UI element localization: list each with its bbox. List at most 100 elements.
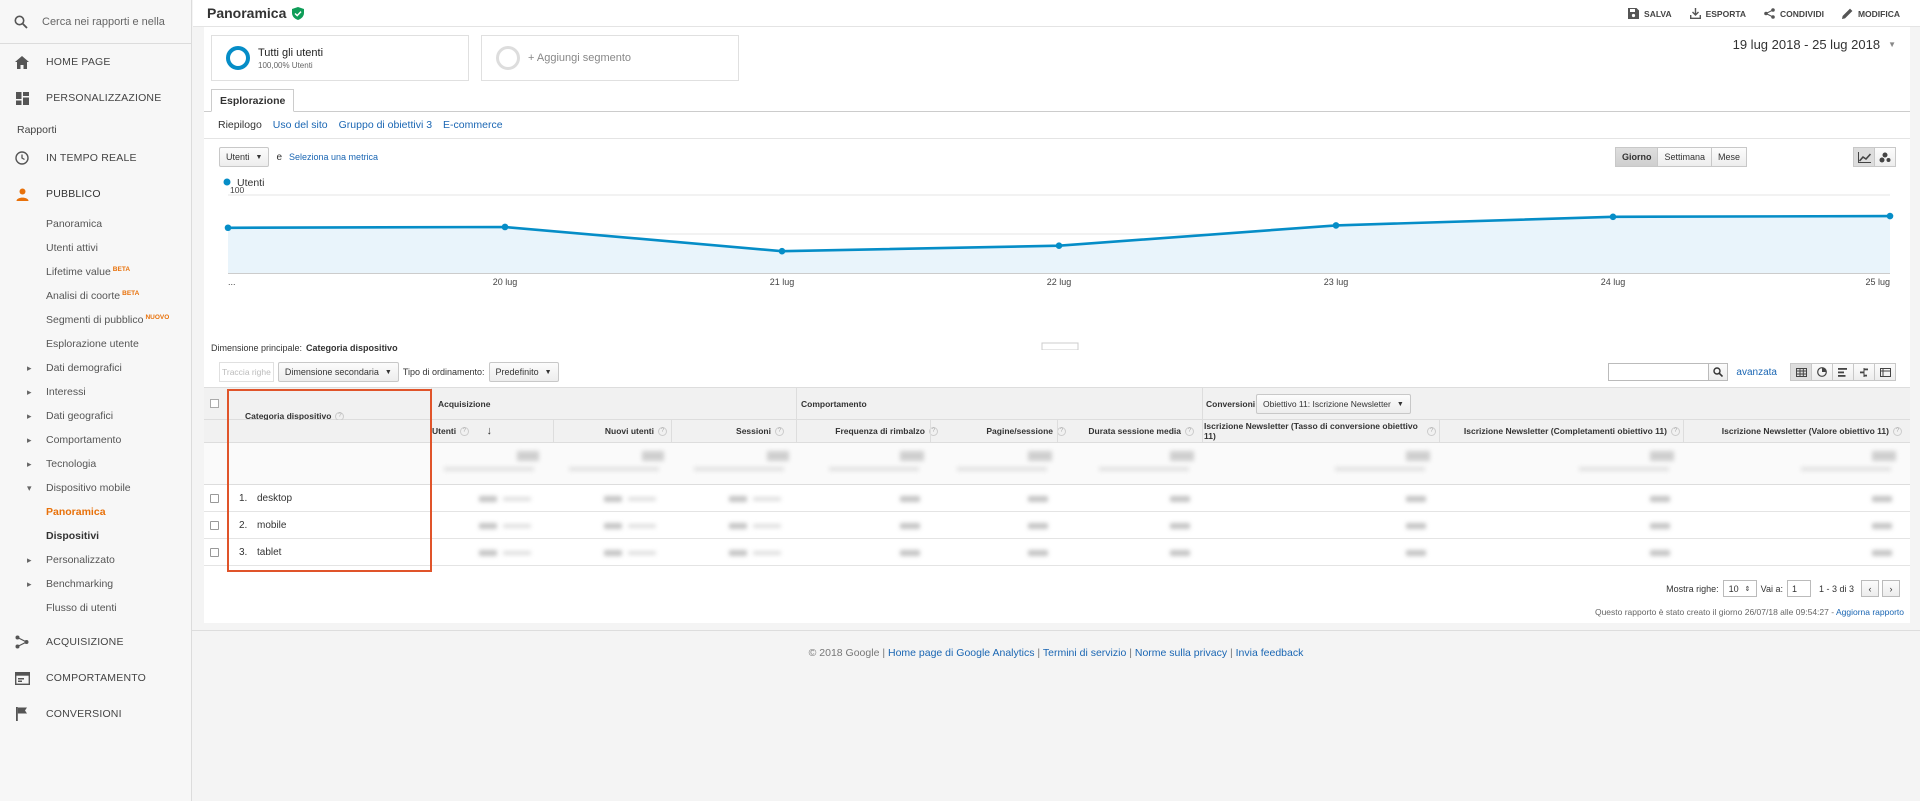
sidebar-item-mobile-overview[interactable]: Panoramica <box>46 506 106 518</box>
footer-link-privacy[interactable]: Norme sulla privacy <box>1134 647 1228 659</box>
data-point[interactable] <box>1055 242 1063 249</box>
data-view-button[interactable] <box>1790 363 1812 381</box>
goal-dropdown[interactable]: Obiettivo 11: Iscrizione Newsletter ▼ <box>1256 394 1411 414</box>
motion-chart-button[interactable] <box>1874 147 1896 167</box>
col-goal-value[interactable]: Iscrizione Newsletter (Valore obiettivo … <box>1684 420 1902 442</box>
col-avg-duration[interactable]: Durata sessione media? <box>1064 420 1194 442</box>
col-new-users[interactable]: Nuovi utenti? <box>557 420 667 442</box>
metric-dropdown[interactable]: Utenti ▼ <box>219 147 270 167</box>
pivot-view-button[interactable] <box>1874 363 1896 381</box>
next-page-button[interactable]: › <box>1882 580 1900 597</box>
conversions-group-header: Conversioni <box>1206 398 1256 409</box>
nav-acquisition[interactable]: ACQUISIZIONE <box>0 624 191 660</box>
prev-page-button[interactable]: ‹ <box>1861 580 1879 597</box>
goto-page-input[interactable]: 1 <box>1786 580 1811 597</box>
primary-dimension-value[interactable]: Categoria dispositivo <box>306 343 398 353</box>
subtab-goal-set-3[interactable]: Gruppo di obiettivi 3 <box>338 119 433 131</box>
data-point[interactable] <box>1886 212 1894 220</box>
report-search[interactable]: Cerca nei rapporti e nella Gu <box>0 0 191 44</box>
chevron-right-icon: › <box>1889 583 1893 594</box>
edit-button[interactable]: MODIFICA <box>1841 8 1900 19</box>
col-completions[interactable]: Iscrizione Newsletter (Completamenti obi… <box>1444 420 1680 442</box>
row-label-link[interactable]: desktop <box>257 493 293 504</box>
sidebar-item-mobile[interactable]: Dispositivo mobile <box>0 476 191 500</box>
row-label-link[interactable]: mobile <box>257 520 287 531</box>
sort-type-dropdown[interactable]: Predefinito ▼ <box>488 362 559 382</box>
row-checkbox[interactable] <box>210 548 219 557</box>
sidebar-item-technology[interactable]: Tecnologia <box>0 452 191 476</box>
select-all-checkbox[interactable] <box>210 399 219 408</box>
advanced-filter-link[interactable]: avanzata <box>1736 366 1777 378</box>
data-point[interactable] <box>778 247 786 255</box>
line-chart-button[interactable] <box>1853 147 1875 167</box>
blurred-value <box>1170 451 1194 461</box>
data-point[interactable] <box>1609 213 1617 221</box>
data-point[interactable] <box>224 224 232 232</box>
row-label-link[interactable]: tablet <box>257 547 282 558</box>
table-filter-button[interactable] <box>1708 363 1729 381</box>
performance-view-button[interactable] <box>1832 363 1854 381</box>
rows-per-page-select[interactable]: 10 ⇕ <box>1722 580 1757 597</box>
nav-conversions[interactable]: CONVERSIONI <box>0 696 191 732</box>
footer-link-feedback[interactable]: Invia feedback <box>1235 647 1304 659</box>
tab-explorer[interactable]: Esplorazione <box>211 89 295 112</box>
sidebar-item-audiences[interactable]: Segmenti di pubblico NUOVO <box>46 313 170 327</box>
subtab-ecommerce[interactable]: E-commerce <box>443 119 503 131</box>
sidebar: Cerca nei rapporti e nella Gu HOME PAGE … <box>0 0 192 801</box>
segment-all-users[interactable]: Tutti gli utenti 100,00% Utenti <box>211 35 469 81</box>
footer-link-terms[interactable]: Termini di servizio <box>1042 647 1127 659</box>
nav-realtime[interactable]: IN TEMPO REALE <box>0 140 191 176</box>
sidebar-item-lifetime-value[interactable]: Lifetime value BETA <box>46 265 131 279</box>
sidebar-item-users-flow[interactable]: Flusso di utenti <box>46 602 117 614</box>
nav-customization[interactable]: PERSONALIZZAZIONE <box>0 80 191 116</box>
beta-badge: BETA <box>112 265 131 273</box>
data-point[interactable] <box>501 223 509 231</box>
blurred-value <box>1650 550 1670 556</box>
date-range-picker[interactable]: 19 lug 2018 - 25 lug 2018 ▼ <box>1733 37 1896 52</box>
save-icon <box>1628 8 1640 19</box>
data-point[interactable] <box>1332 222 1340 229</box>
col-conv-rate[interactable]: Iscrizione Newsletter (Tasso di conversi… <box>1204 420 1436 442</box>
col-sessions[interactable]: Sessioni? <box>684 420 784 442</box>
subtab-summary[interactable]: Riepilogo <box>218 119 262 131</box>
row-checkbox[interactable] <box>210 494 219 503</box>
sidebar-item-devices[interactable]: Dispositivi <box>46 530 100 542</box>
sidebar-item-active-users[interactable]: Utenti attivi <box>46 242 98 254</box>
pie-view-button[interactable] <box>1811 363 1833 381</box>
footer-link-home[interactable]: Home page di Google Analytics <box>887 647 1035 659</box>
sidebar-item-custom[interactable]: Personalizzato <box>0 548 191 572</box>
plot-rows-button[interactable]: Traccia righe <box>219 362 274 382</box>
export-button[interactable]: ESPORTA <box>1689 8 1746 19</box>
sidebar-item-interests[interactable]: Interessi <box>0 380 191 404</box>
day-button[interactable]: Giorno <box>1614 147 1659 167</box>
table-column-header: Utenti? ↓ Nuovi utenti? Sessioni? Frequen… <box>204 420 1910 443</box>
sidebar-item-user-explorer[interactable]: Esplorazione utente <box>46 338 139 350</box>
comparison-view-button[interactable] <box>1853 363 1875 381</box>
sidebar-item-benchmarking[interactable]: Benchmarking <box>0 572 191 596</box>
nav-behavior[interactable]: COMPORTAMENTO <box>0 660 191 696</box>
sidebar-item-behavior[interactable]: Comportamento <box>0 428 191 452</box>
row-checkbox[interactable] <box>210 521 219 530</box>
save-button[interactable]: SALVA <box>1628 8 1672 19</box>
sidebar-item-overview[interactable]: Panoramica <box>46 218 103 230</box>
sidebar-item-geo[interactable]: Dati geografici <box>0 404 191 428</box>
secondary-dimension-dropdown[interactable]: Dimensione secondaria ▼ <box>277 362 399 382</box>
month-button[interactable]: Mese <box>1710 147 1747 167</box>
sidebar-item-cohort[interactable]: Analisi di coorte BETA <box>46 289 140 303</box>
col-bounce-rate[interactable]: Frequenza di rimbalzo? <box>804 420 938 442</box>
add-segment-button[interactable]: + Aggiungi segmento <box>481 35 739 81</box>
col-pages-session[interactable]: Pagine/sessione? <box>944 420 1066 442</box>
chart-resize-handle[interactable] <box>1041 342 1079 350</box>
search-input[interactable]: Cerca nei rapporti e nella Gu <box>42 15 168 28</box>
subtab-site-usage[interactable]: Uso del sito <box>272 119 328 131</box>
sidebar-item-demographics[interactable]: Dati demografici <box>0 356 191 380</box>
nav-home[interactable]: HOME PAGE <box>0 44 191 80</box>
table-filter-input[interactable] <box>1608 363 1709 381</box>
col-users[interactable]: Utenti? ↓ <box>432 425 492 437</box>
nav-audience[interactable]: PUBBLICO <box>0 176 191 212</box>
refresh-report-link[interactable]: Aggiorna rapporto <box>1835 607 1904 617</box>
share-button[interactable]: CONDIVIDI <box>1764 8 1824 19</box>
line-chart-icon <box>1857 151 1871 163</box>
select-metric-link[interactable]: Seleziona una metrica <box>289 152 379 162</box>
week-button[interactable]: Settimana <box>1657 147 1712 167</box>
